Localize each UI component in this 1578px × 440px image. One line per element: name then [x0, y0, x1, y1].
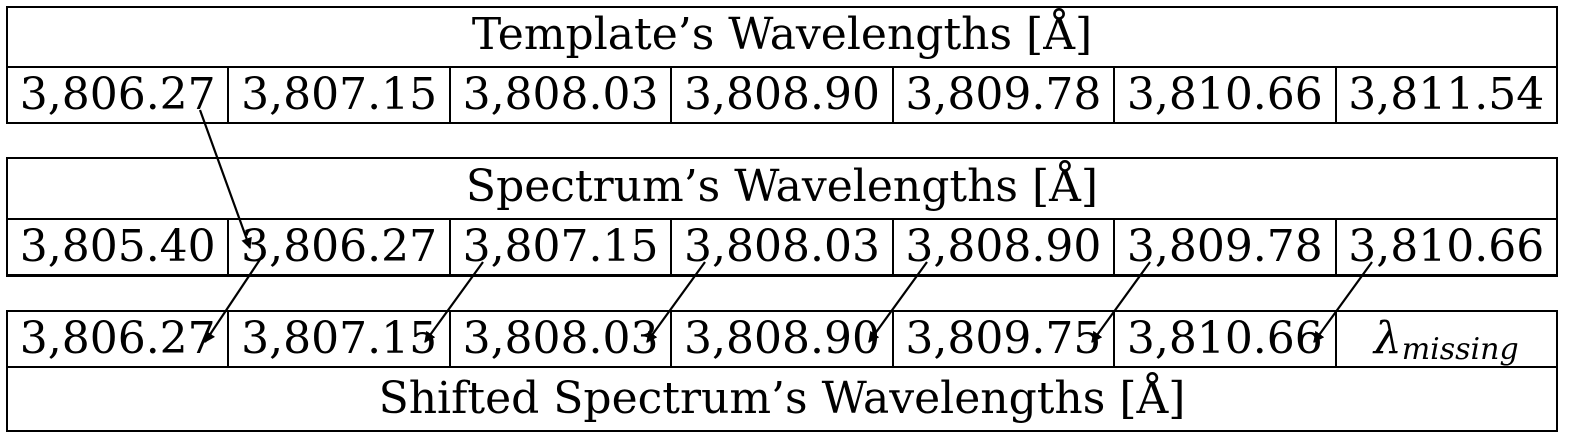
template-title: Template’s Wavelengths [Å] [471, 9, 1093, 60]
arrow-spectrum-to-shifted-3 [646, 261, 706, 343]
shifted-row: 3,806.27 3,807.15 3,808.03 3,808.90 3,80… [6, 310, 1558, 368]
template-cell: 3,809.78 [891, 68, 1113, 122]
spectrum-cell: 3,809.78 [1113, 220, 1334, 274]
spectrum-cell: 3,808.90 [891, 220, 1113, 274]
template-row: 3,806.27 3,807.15 3,808.03 3,808.90 3,80… [6, 66, 1558, 124]
shifted-cell: 3,807.15 [227, 312, 448, 366]
template-cell: 3,806.27 [19, 69, 216, 120]
shifted-cell: 3,809.75 [891, 312, 1113, 366]
arrow-template-to-spectrum [198, 109, 252, 250]
arrow-spectrum-to-shifted-2 [424, 261, 484, 343]
spectrum-title: Spectrum’s Wavelengths [Å] [465, 161, 1099, 212]
lambda-subscript: missing [1401, 332, 1519, 367]
spectrum-cell: 3,805.40 [19, 221, 216, 272]
spectrum-row: 3,805.40 3,806.27 3,807.15 3,808.03 3,80… [6, 218, 1558, 276]
arrow-spectrum-to-shifted-6 [1313, 261, 1373, 343]
template-cell: 3,808.03 [448, 68, 670, 122]
spectrum-cell: 3,810.66 [1334, 220, 1556, 274]
shifted-cell: 3,806.27 [19, 313, 216, 364]
spectrum-block [6, 157, 1558, 277]
lambda-missing-cell: λmissing [1334, 312, 1556, 367]
arrow-spectrum-to-shifted-4 [868, 261, 928, 343]
template-cell: 3,810.66 [1113, 68, 1334, 122]
shifted-cell: 3,810.66 [1113, 312, 1334, 366]
template-cell: 3,808.90 [670, 68, 891, 122]
shifted-cell: 3,808.90 [670, 312, 891, 366]
template-cell: 3,811.54 [1334, 68, 1556, 122]
spectrum-cell: 3,806.27 [227, 220, 448, 274]
spectrum-cell: 3,807.15 [448, 220, 670, 274]
shifted-cell: 3,808.03 [448, 312, 670, 366]
lambda-symbol: λ [1373, 313, 1402, 364]
template-cell: 3,807.15 [227, 68, 448, 122]
arrow-spectrum-to-shifted-1 [204, 251, 266, 343]
shifted-title: Shifted Spectrum’s Wavelengths [Å] [378, 373, 1186, 424]
arrow-spectrum-to-shifted-5 [1091, 261, 1151, 343]
spectrum-cell: 3,808.03 [670, 220, 891, 274]
